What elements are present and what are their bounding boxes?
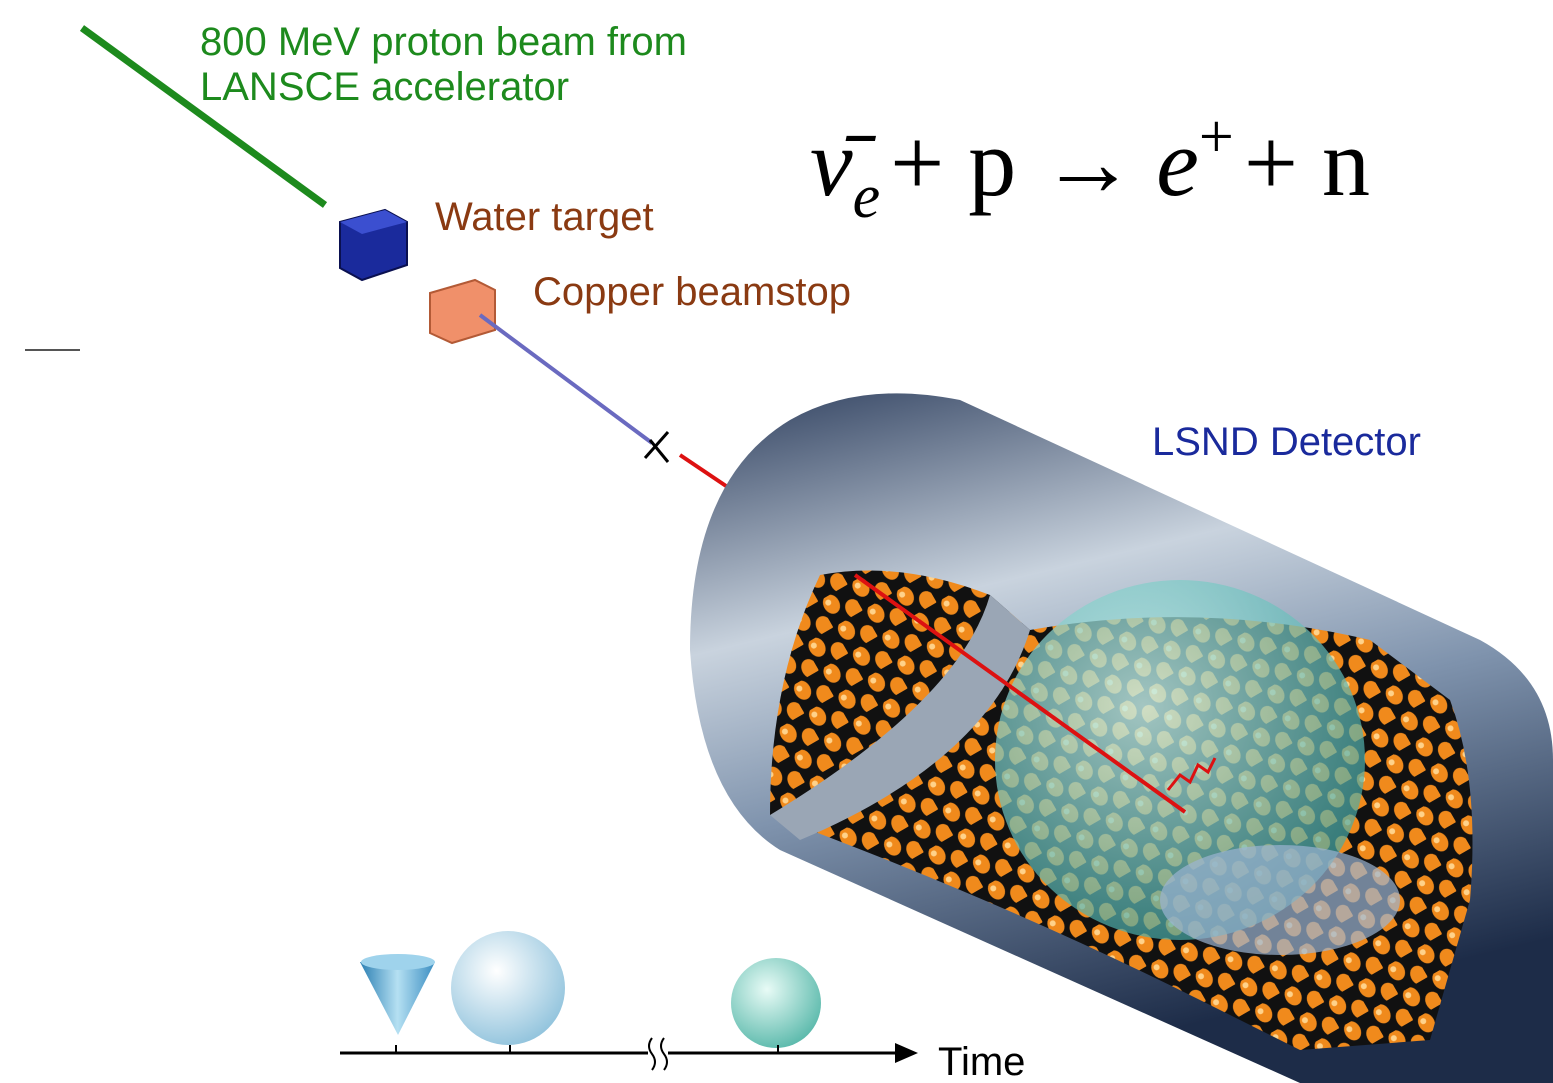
beam-label: 800 MeV proton beam from bbox=[200, 20, 687, 64]
detector-label: LSND Detector bbox=[1152, 420, 1421, 464]
time-arrow bbox=[895, 1043, 918, 1063]
cone-icon bbox=[360, 962, 435, 1035]
cone-top bbox=[361, 954, 435, 970]
sphere-icon bbox=[451, 931, 565, 1045]
light-cone bbox=[1160, 845, 1400, 955]
eq-part: + p → bbox=[890, 109, 1136, 216]
sphere-icon bbox=[731, 958, 821, 1048]
copper-beamstop-label: Copper beamstop bbox=[533, 270, 851, 314]
diagram: 800 MeV proton beam from LANSCE accelera… bbox=[0, 0, 1553, 1083]
eq-part: e bbox=[1156, 109, 1199, 216]
neutrino-path bbox=[680, 455, 732, 490]
eq-part: + bbox=[1199, 103, 1234, 171]
cross-mark bbox=[645, 432, 668, 458]
time-label: Time bbox=[938, 1040, 1025, 1083]
water-target-label: Water target bbox=[435, 195, 654, 239]
neutrino-path bbox=[480, 315, 652, 443]
copper-beamstop-box bbox=[430, 280, 495, 343]
reaction-equation: ν̄e+ p →e++ n bbox=[810, 103, 1370, 231]
eq-part: + n bbox=[1244, 109, 1370, 216]
eq-part: e bbox=[853, 163, 881, 231]
beam-label: LANSCE accelerator bbox=[200, 65, 569, 109]
